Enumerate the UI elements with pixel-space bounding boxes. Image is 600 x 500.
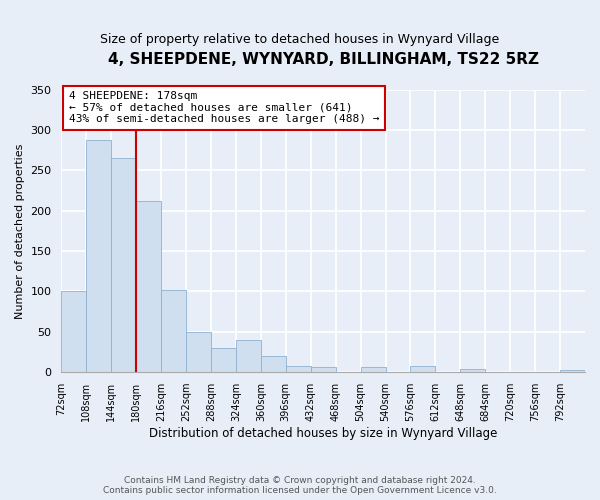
Bar	[286, 366, 311, 372]
Bar	[111, 158, 136, 372]
Y-axis label: Number of detached properties: Number of detached properties	[15, 143, 25, 318]
Bar	[236, 340, 261, 372]
Text: Size of property relative to detached houses in Wynyard Village: Size of property relative to detached ho…	[100, 32, 500, 46]
Text: 4 SHEEPDENE: 178sqm
← 57% of detached houses are smaller (641)
43% of semi-detac: 4 SHEEPDENE: 178sqm ← 57% of detached ho…	[69, 91, 379, 124]
Bar	[136, 201, 161, 372]
Bar	[211, 348, 236, 372]
Bar	[460, 369, 485, 372]
Bar	[410, 366, 436, 372]
Bar	[61, 292, 86, 372]
Bar	[560, 370, 585, 372]
Title: 4, SHEEPDENE, WYNYARD, BILLINGHAM, TS22 5RZ: 4, SHEEPDENE, WYNYARD, BILLINGHAM, TS22 …	[108, 52, 539, 68]
X-axis label: Distribution of detached houses by size in Wynyard Village: Distribution of detached houses by size …	[149, 427, 497, 440]
Text: Contains HM Land Registry data © Crown copyright and database right 2024.
Contai: Contains HM Land Registry data © Crown c…	[103, 476, 497, 495]
Bar	[186, 332, 211, 372]
Bar	[311, 368, 335, 372]
Bar	[161, 290, 186, 372]
Bar	[86, 140, 111, 372]
Bar	[261, 356, 286, 372]
Bar	[361, 366, 386, 372]
